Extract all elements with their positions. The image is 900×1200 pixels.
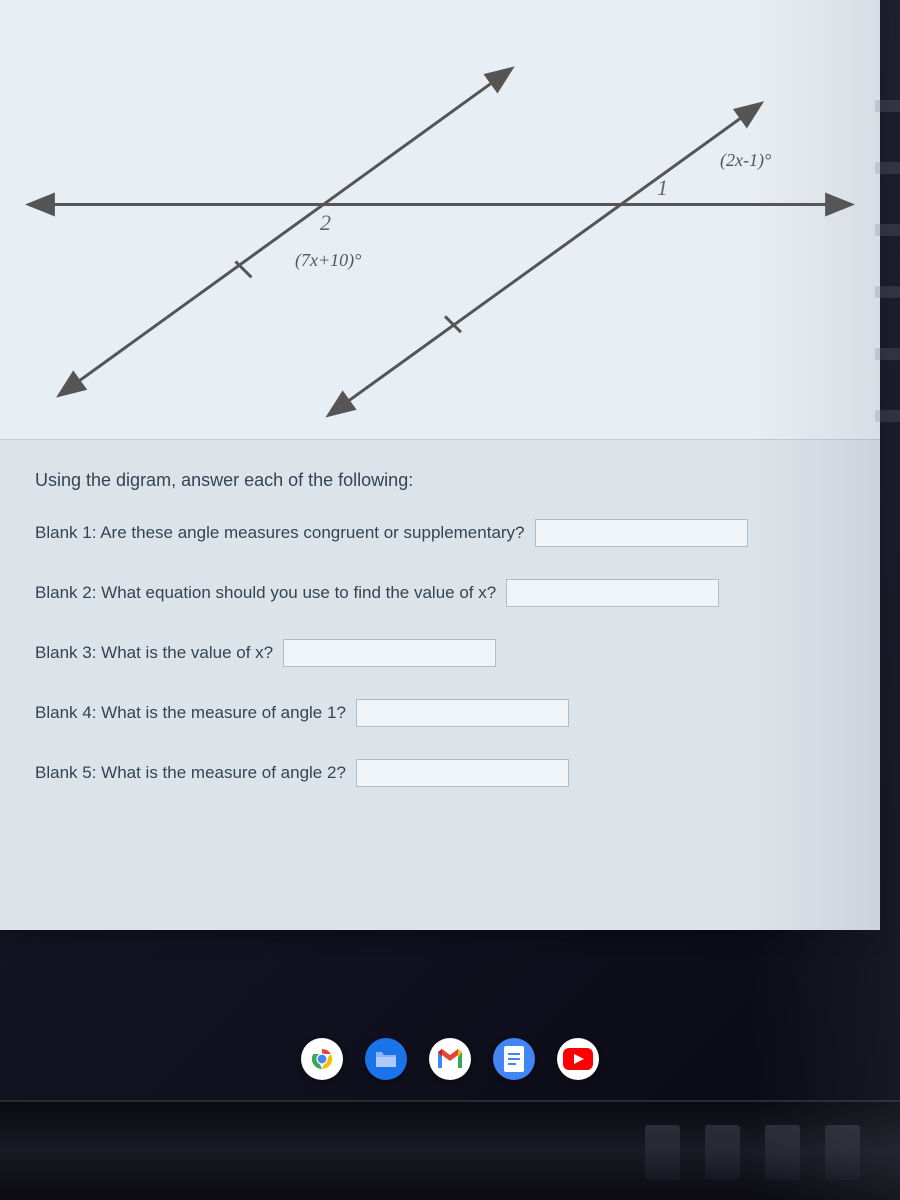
blank-4-input[interactable] xyxy=(356,699,569,727)
screen-side-reflection xyxy=(875,100,900,600)
blank-1-text: Blank 1: Are these angle measures congru… xyxy=(35,523,525,543)
angle-2-number: 2 xyxy=(320,210,331,236)
chrome-icon[interactable] xyxy=(301,1038,343,1080)
blank-3-input[interactable] xyxy=(283,639,496,667)
blank-5-row: Blank 5: What is the measure of angle 2? xyxy=(35,759,845,787)
blank-2-input[interactable] xyxy=(506,579,719,607)
blank-2-row: Blank 2: What equation should you use to… xyxy=(35,579,845,607)
geometry-diagram: 1 (2x-1)° 2 (7x+10)° xyxy=(0,0,880,440)
docs-icon[interactable] xyxy=(493,1038,535,1080)
youtube-logo-icon xyxy=(563,1048,593,1070)
youtube-icon[interactable] xyxy=(557,1038,599,1080)
angle-2-expression: (7x+10)° xyxy=(295,250,361,271)
angle-1-number: 1 xyxy=(657,175,668,201)
gmail-logo-icon xyxy=(436,1048,464,1070)
blank-5-input[interactable] xyxy=(356,759,569,787)
diagonal-line-2 xyxy=(330,105,759,414)
laptop-bezel xyxy=(0,1100,900,1200)
worksheet-content: 1 (2x-1)° 2 (7x+10)° Using the digram, a… xyxy=(0,0,880,930)
chrome-logo-icon xyxy=(307,1044,337,1074)
blank-1-row: Blank 1: Are these angle measures congru… xyxy=(35,519,845,547)
blank-5-text: Blank 5: What is the measure of angle 2? xyxy=(35,763,346,783)
blank-4-text: Blank 4: What is the measure of angle 1? xyxy=(35,703,346,723)
folder-icon xyxy=(374,1049,398,1069)
files-icon[interactable] xyxy=(365,1038,407,1080)
blank-1-input[interactable] xyxy=(535,519,748,547)
questions-section: Using the digram, answer each of the fol… xyxy=(0,440,880,839)
diagram-svg xyxy=(0,0,880,439)
blank-4-row: Blank 4: What is the measure of angle 1? xyxy=(35,699,845,727)
gmail-icon[interactable] xyxy=(429,1038,471,1080)
angle-1-expression: (2x-1)° xyxy=(720,150,771,171)
blank-2-text: Blank 2: What equation should you use to… xyxy=(35,583,496,603)
document-icon xyxy=(504,1046,524,1072)
blank-3-text: Blank 3: What is the value of x? xyxy=(35,643,273,663)
taskbar xyxy=(0,1028,900,1090)
diagonal-line-1 xyxy=(61,70,510,394)
blank-3-row: Blank 3: What is the value of x? xyxy=(35,639,845,667)
intro-text: Using the digram, answer each of the fol… xyxy=(35,470,845,491)
bezel-reflection xyxy=(645,1125,860,1180)
